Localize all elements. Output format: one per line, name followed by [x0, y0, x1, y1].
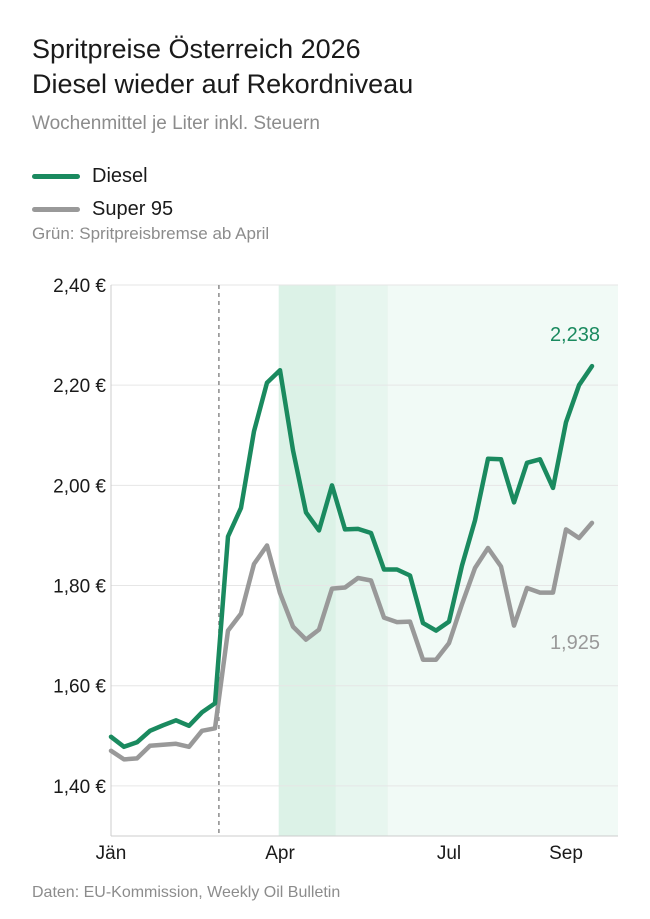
y-tick-label: 1,60 €	[53, 677, 106, 698]
legend-item-super95: Super 95	[32, 193, 173, 226]
legend-swatch-diesel	[32, 174, 80, 179]
series-line-super95	[108, 520, 595, 762]
y-tick-label: 1,40 €	[53, 777, 106, 798]
gridlines	[111, 284, 618, 787]
x-tick-label: Jän	[96, 843, 127, 864]
shaded-range-0	[278, 285, 336, 836]
series-lines	[108, 363, 595, 762]
title-line-1: Spritpreise Österreich 2026	[32, 34, 361, 64]
shaded-ranges	[278, 285, 618, 836]
legend-item-diesel: Diesel	[32, 160, 173, 193]
x-tick-label: Jul	[437, 843, 461, 864]
end-label-diesel: 2,238	[550, 324, 600, 346]
legend-swatch-super95	[32, 207, 80, 212]
chart-subtitle: Wochenmittel je Liter inkl. Steuern	[32, 113, 320, 134]
y-tick-label: 2,00 €	[53, 476, 106, 497]
legend-label-super95: Super 95	[92, 198, 174, 220]
chart-title: Spritpreise Österreich 2026 Diesel wiede…	[32, 32, 413, 102]
legend-label-diesel: Diesel	[92, 165, 148, 187]
axes	[110, 285, 618, 837]
data-source: Daten: EU-Kommission, Weekly Oil Bulleti…	[32, 884, 341, 901]
title-line-2: Diesel wieder auf Rekordniveau	[32, 69, 414, 99]
y-tick-label: 2,20 €	[53, 376, 106, 397]
y-tick-labels: 1,40 € 1,60 € 1,80 € 2,00 € 2,20 € 2,40 €	[53, 276, 106, 798]
y-tick-label: 1,80 €	[53, 577, 106, 598]
shaded-range-2	[387, 285, 618, 836]
end-labels: 2,238 1,925	[550, 324, 600, 654]
legend: Diesel Super 95	[32, 160, 173, 226]
series-line-diesel	[108, 363, 595, 750]
x-tick-label: Sep	[549, 843, 583, 864]
end-label-super95: 1,925	[550, 632, 600, 654]
x-tick-label: Apr	[265, 843, 295, 864]
y-tick-label: 2,40 €	[53, 276, 106, 297]
chart-note: Grün: Spritpreisbremse ab April	[32, 224, 270, 243]
x-tick-labels: Jän Apr Jul Sep	[96, 843, 583, 864]
